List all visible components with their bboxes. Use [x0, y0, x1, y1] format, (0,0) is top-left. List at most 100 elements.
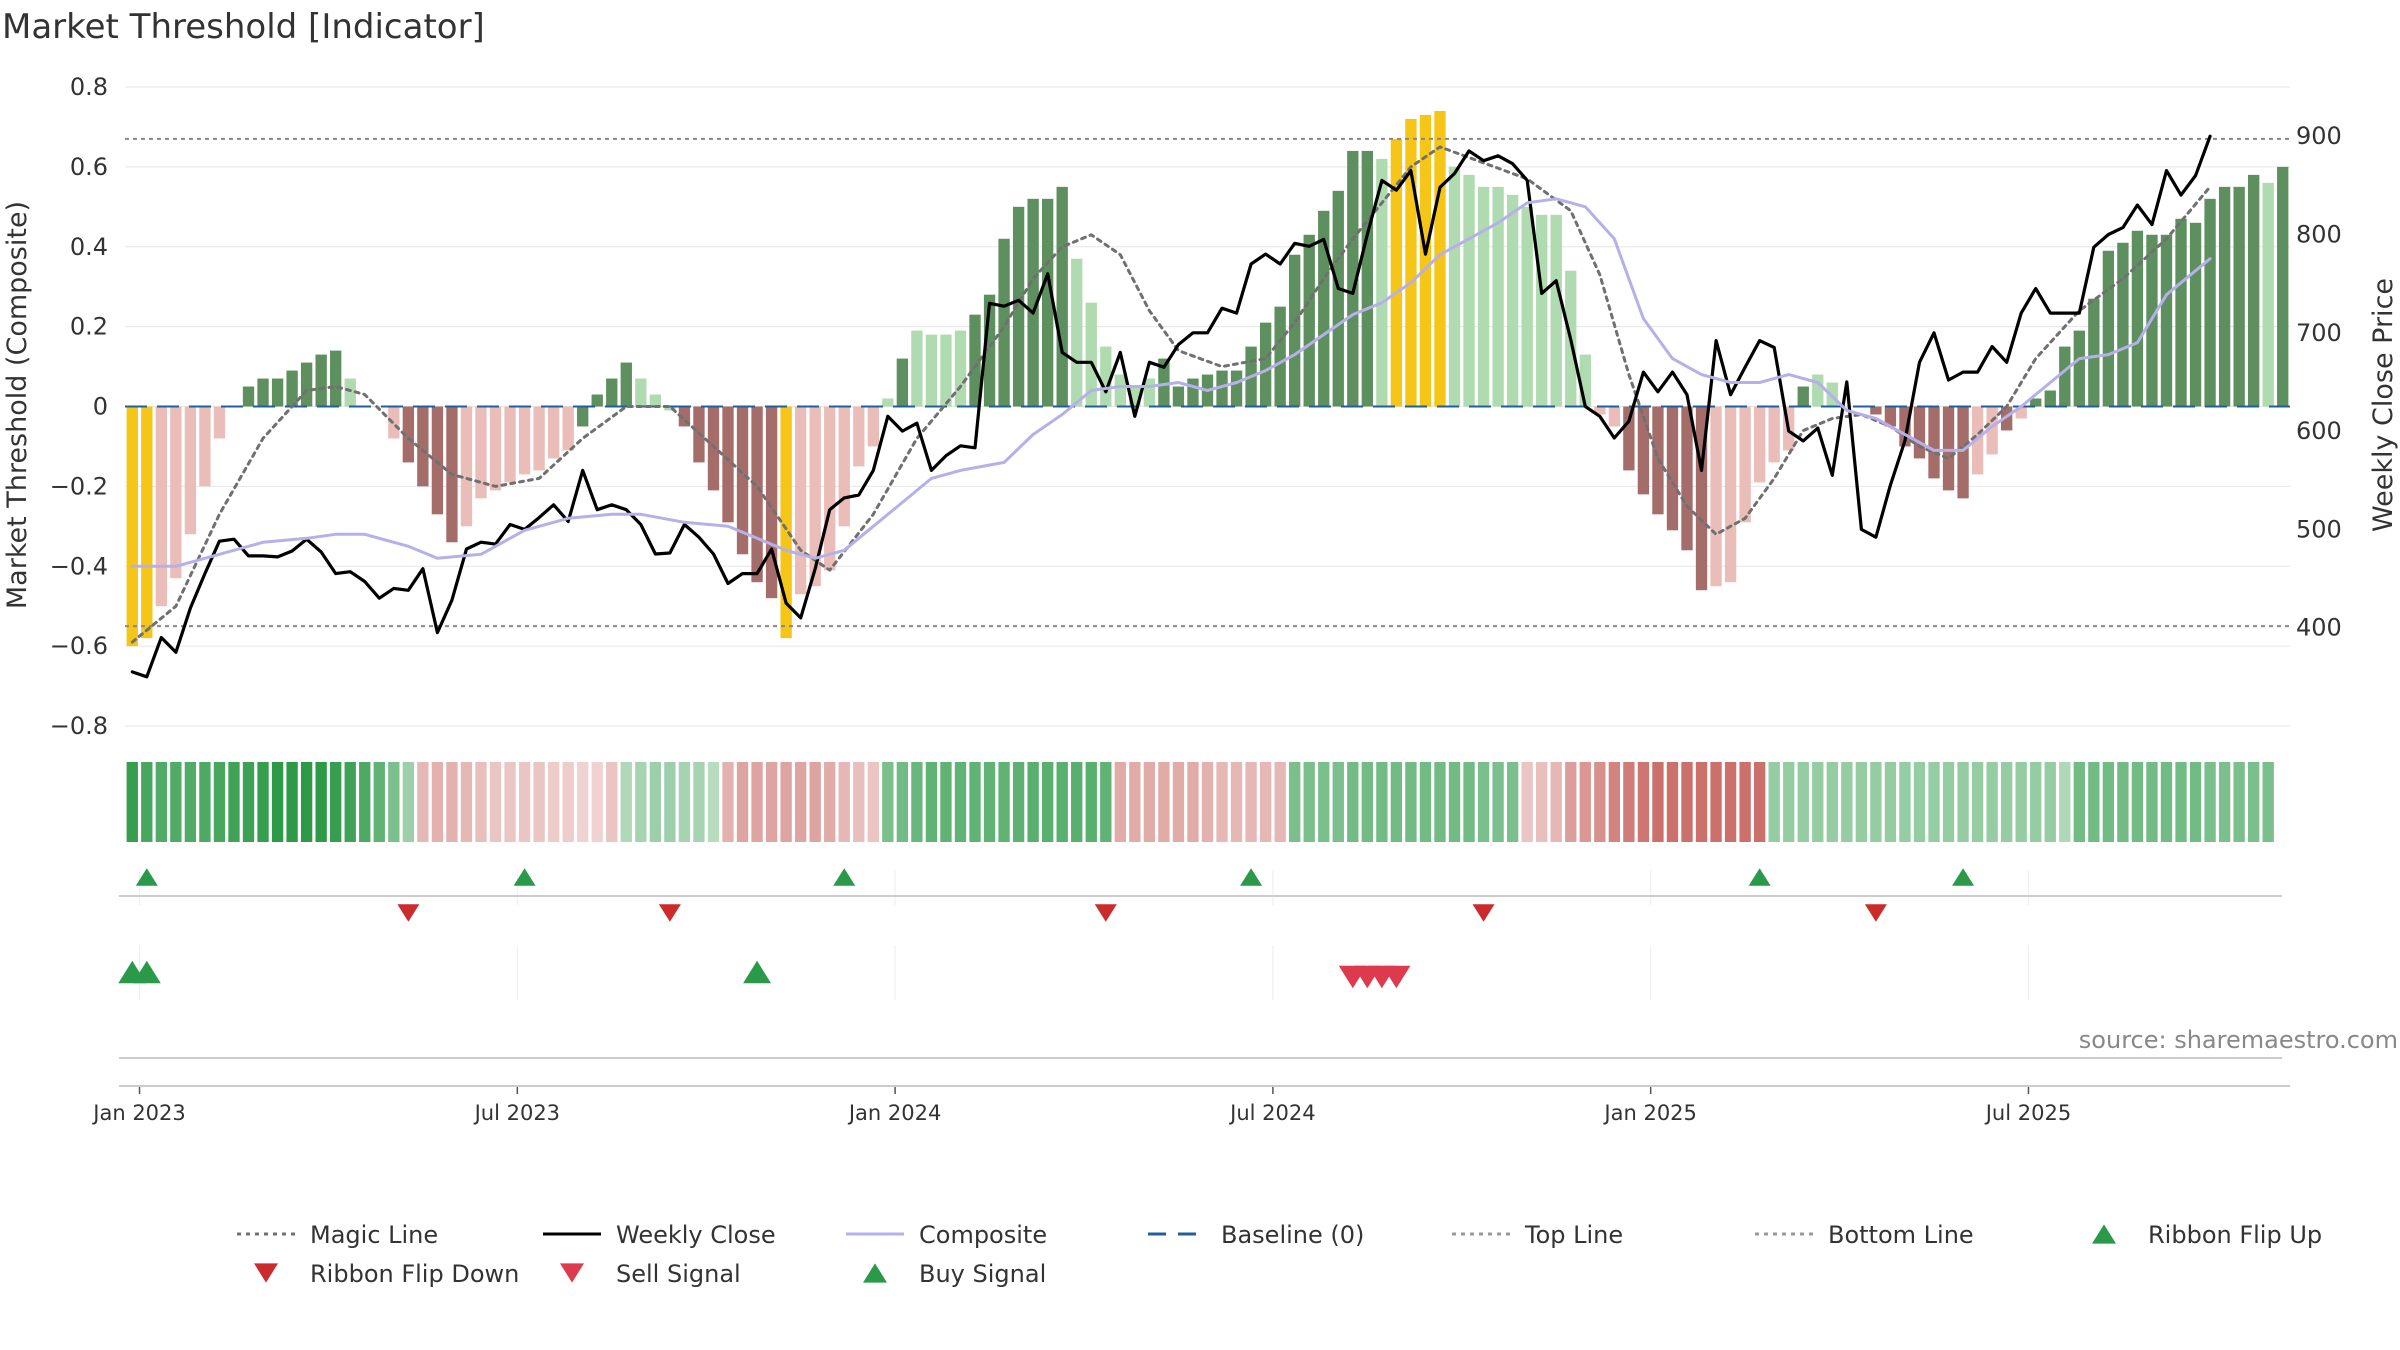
ribbon-cell: [1419, 762, 1432, 842]
composite-bar: [257, 378, 269, 407]
composite-bar: [170, 406, 182, 579]
composite-bar: [1695, 406, 1708, 591]
composite-bar: [1884, 406, 1897, 427]
ribbon-cell: [388, 762, 400, 842]
ribbon-cell: [489, 762, 502, 842]
ribbon-cell: [1884, 762, 1897, 842]
composite-bar: [751, 406, 763, 583]
ribbon-cell: [1143, 762, 1156, 842]
ribbon-cell: [1695, 762, 1708, 842]
legend-triangle-up-icon: [2092, 1224, 2116, 1244]
ribbon-flip-panel: [119, 868, 2282, 922]
composite-bar: [1942, 406, 1955, 491]
composite-bar: [620, 362, 632, 407]
composite-bar: [2088, 298, 2100, 407]
ribbon-cell: [2233, 762, 2245, 842]
composite-bar: [882, 398, 894, 407]
ribbon-cell: [1129, 762, 1141, 842]
x-tick-label: Jul 2025: [1984, 1101, 2071, 1125]
ribbon-cell: [373, 762, 385, 842]
ribbon-cell: [2204, 762, 2216, 842]
ribbon-cell: [751, 762, 763, 842]
ribbon-cell: [780, 762, 792, 842]
ribbon-cell: [1332, 762, 1344, 842]
composite-bar: [1318, 210, 1330, 407]
ribbon-cell: [228, 762, 240, 842]
ribbon-cell: [983, 762, 996, 842]
ribbon-cell: [707, 762, 720, 842]
ribbon-flip-up-marker: [135, 868, 158, 886]
ribbon-cell: [693, 762, 705, 842]
composite-bar: [838, 406, 850, 527]
y-right-tick-label: 700: [2296, 319, 2342, 347]
legend-triangle-down-icon: [254, 1263, 278, 1283]
ribbon-cell: [940, 762, 952, 842]
ribbon-cell: [2088, 762, 2100, 842]
ribbon-cell: [2102, 762, 2115, 842]
ribbon-cell: [1259, 762, 1272, 842]
ribbon-cell: [1971, 762, 1984, 842]
composite-bar: [794, 406, 807, 595]
x-tick-label: Jan 2024: [847, 1101, 942, 1125]
composite-bar: [518, 406, 531, 475]
composite-bar: [2160, 234, 2173, 407]
ribbon-cell: [882, 762, 894, 842]
ribbon-cell: [518, 762, 531, 842]
composite-bar: [1681, 406, 1693, 551]
ribbon-cell: [1506, 762, 1519, 842]
ribbon-cell: [2000, 762, 2013, 842]
composite-bar: [1259, 322, 1272, 407]
composite-bar: [896, 358, 909, 407]
y-left-tick-label: −0.8: [50, 712, 108, 740]
composite-bar: [2218, 186, 2231, 407]
composite-bar: [475, 406, 487, 499]
legend-item: Composite: [846, 1221, 1047, 1249]
ribbon-cell: [1318, 762, 1330, 842]
composite-bar: [460, 406, 473, 527]
legend-label: Weekly Close: [616, 1221, 776, 1249]
composite-bar: [954, 330, 967, 407]
composite-bar: [824, 406, 836, 571]
composite-bar: [1477, 186, 1490, 407]
y-right-tick-label: 400: [2296, 614, 2342, 642]
composite-bar: [1012, 206, 1025, 407]
composite-bar: [736, 406, 749, 555]
ribbon-cell: [1390, 762, 1403, 842]
composite-bar: [1187, 378, 1199, 407]
ribbon-cell: [300, 762, 313, 842]
composite-bar: [1289, 254, 1301, 407]
ribbon-cell: [1594, 762, 1606, 842]
composite-bar: [2102, 250, 2115, 407]
composite-bar: [1957, 406, 1969, 499]
y-axis-right-label: Weekly Close Price: [2368, 278, 2399, 532]
composite-bar: [2233, 186, 2245, 407]
ribbon-cell: [1812, 762, 1824, 842]
composite-bar: [2030, 398, 2042, 407]
composite-bar: [213, 406, 226, 439]
ribbon-cell: [954, 762, 967, 842]
ribbon-cell: [1841, 762, 1853, 842]
ribbon-cell: [809, 762, 821, 842]
ribbon-cell: [1201, 762, 1214, 842]
series-layer: [130, 134, 2212, 679]
ribbon-cell: [1986, 762, 1998, 842]
ribbon-cell: [765, 762, 778, 842]
composite-bar: [940, 334, 952, 407]
composite-bar: [707, 406, 720, 491]
ribbon-cell: [664, 762, 676, 842]
y-left-tick-label: 0.4: [70, 233, 108, 261]
y-left-tick-label: −0.2: [50, 472, 108, 500]
ribbon-cell: [1608, 762, 1621, 842]
y-axis-left-label: Market Threshold (Composite): [2, 201, 33, 609]
ribbon-cell: [533, 762, 545, 842]
ribbon-cell: [1027, 762, 1039, 842]
ribbon-cell: [1245, 762, 1257, 842]
ribbon-cell: [1477, 762, 1490, 842]
ribbon-cell: [257, 762, 269, 842]
ribbon-cell: [794, 762, 807, 842]
composite-bar: [271, 378, 284, 407]
composite-bar: [1332, 190, 1344, 407]
ribbon-cell: [184, 762, 197, 842]
composite-bar: [635, 378, 647, 407]
ribbon-cell: [1289, 762, 1301, 842]
